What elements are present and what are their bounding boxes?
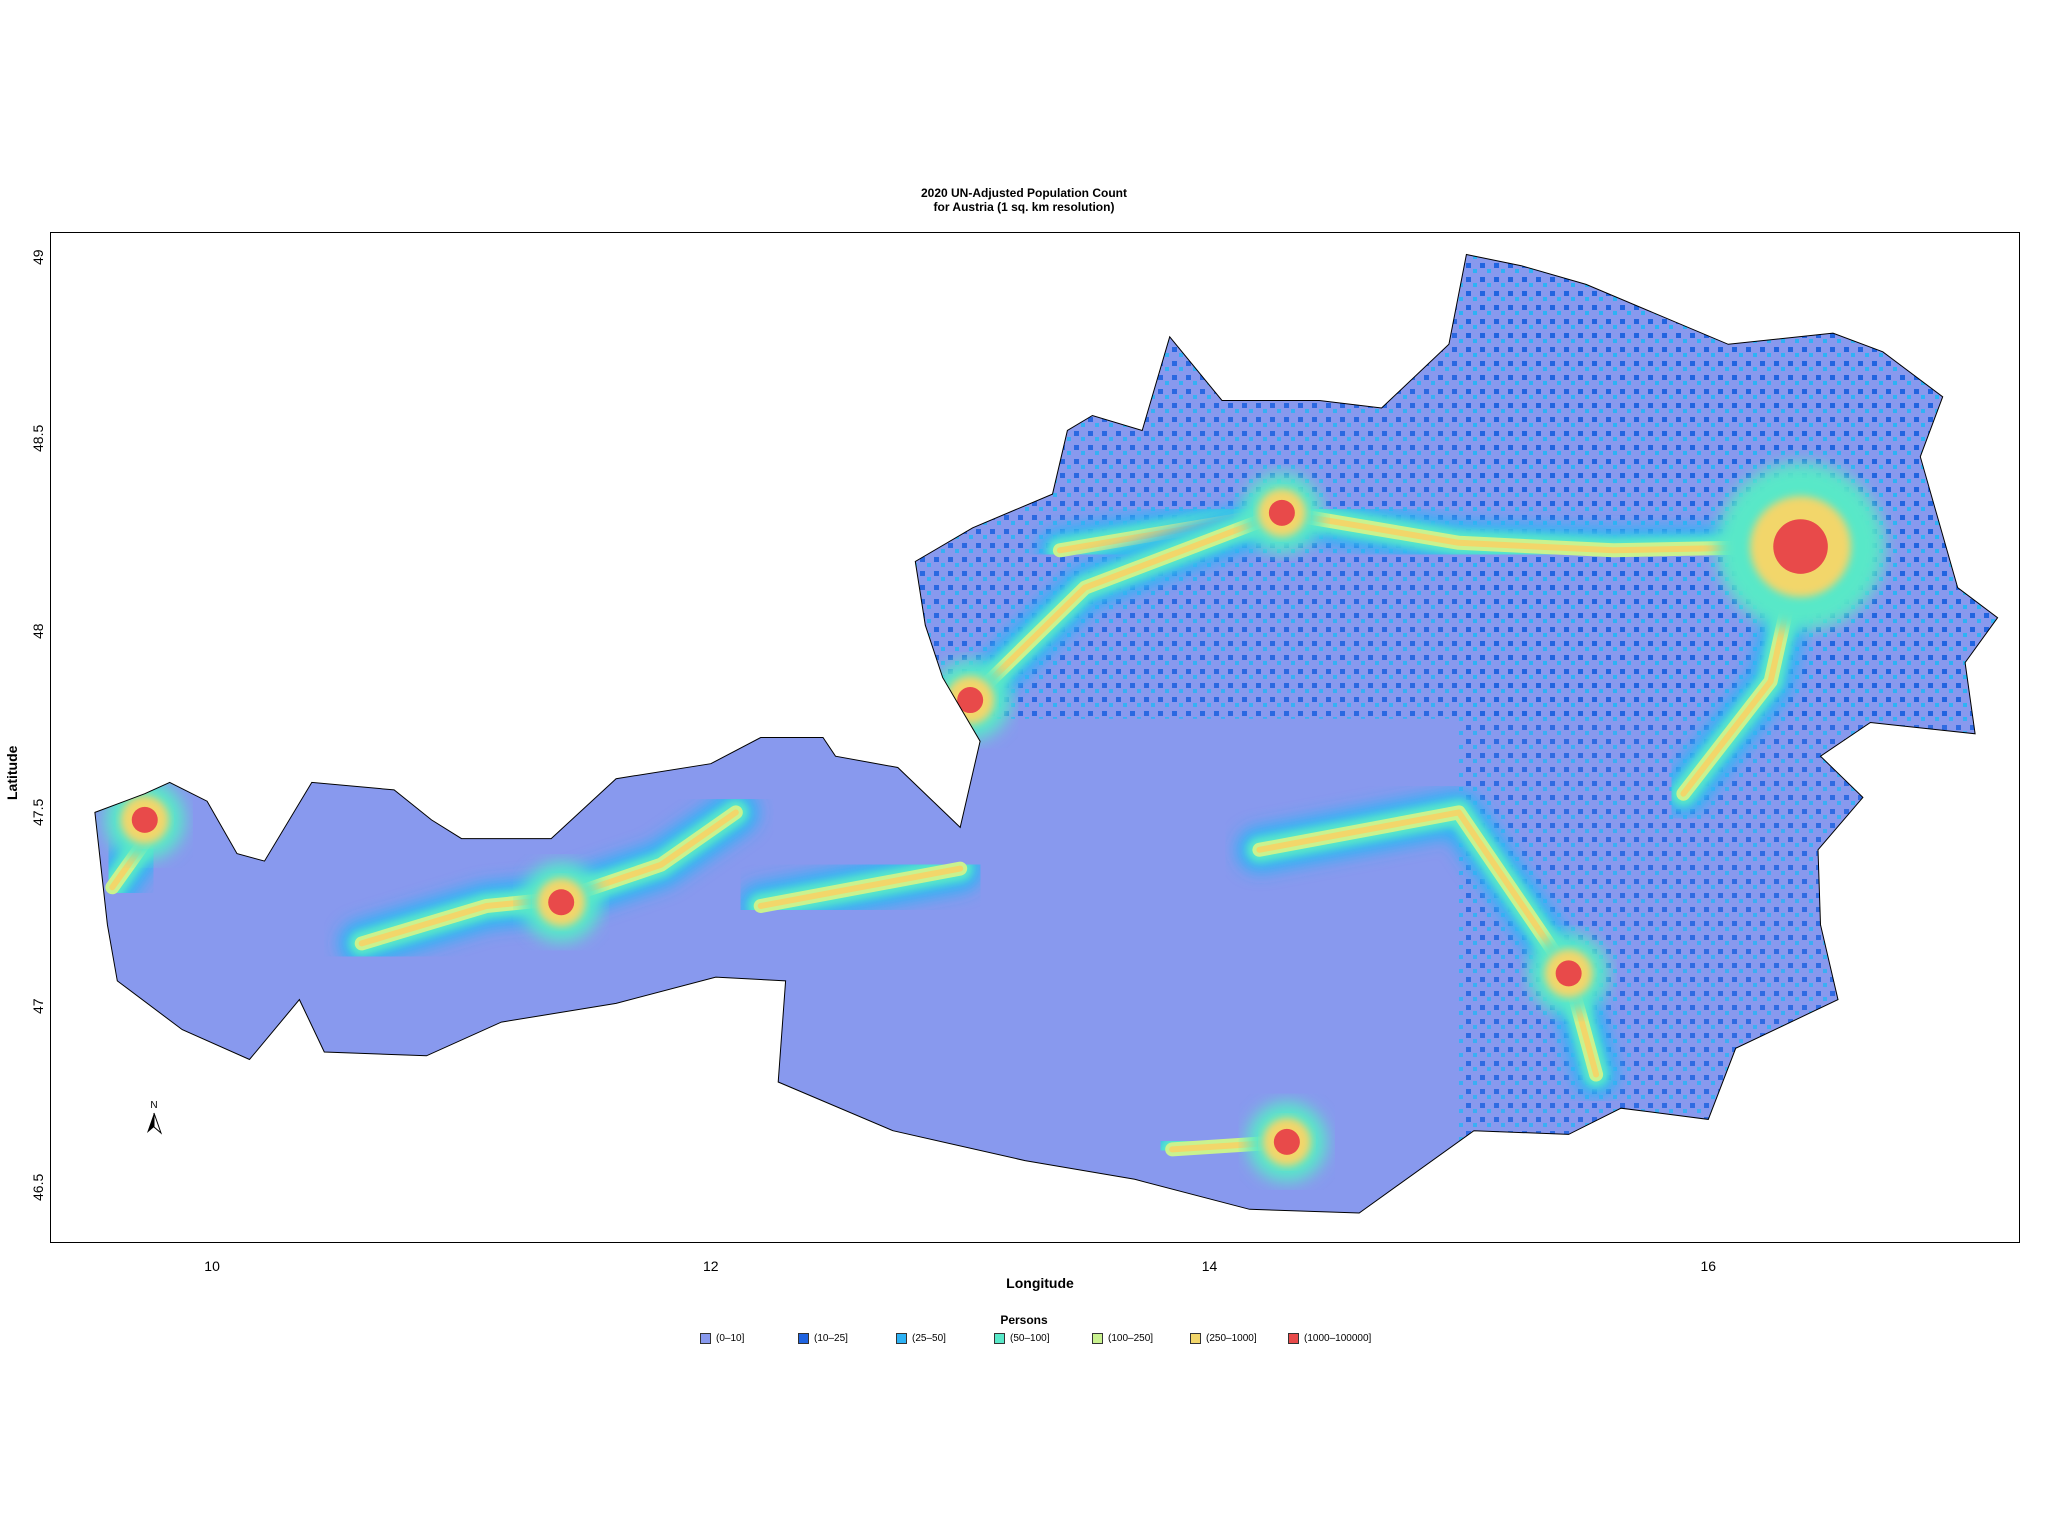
legend-label: (25–50] [912, 1333, 946, 1344]
legend-label: (1000–100000] [1304, 1333, 1372, 1344]
legend-item: (0–10] [700, 1333, 744, 1344]
y-tick-label: 47 [30, 998, 46, 1014]
map-frame [50, 232, 2020, 1243]
legend-swatch [1288, 1333, 1299, 1344]
legend-swatch [798, 1333, 809, 1344]
map-title-line1: 2020 UN-Adjusted Population Count [920, 186, 1127, 200]
x-tick-label: 12 [703, 1258, 719, 1274]
legend-label: (0–10] [716, 1333, 745, 1344]
corridor-7-band-3 [967, 509, 1285, 704]
legend-swatch [896, 1333, 907, 1344]
legend-title: Persons [1000, 1313, 1048, 1327]
legend-swatch [994, 1333, 1005, 1344]
hotspot-5-core [1273, 1128, 1300, 1155]
legend-item: (100–250] [1092, 1333, 1153, 1344]
y-tick-label: 46.5 [30, 1173, 46, 1201]
legend-label: (100–250] [1108, 1333, 1154, 1344]
north-arrow-label: N [150, 1100, 158, 1111]
y-axis-title: Latitude [4, 745, 20, 800]
legend-item: (50–100] [994, 1333, 1049, 1344]
x-tick-label: 14 [1201, 1258, 1218, 1274]
legend-item: (1000–100000] [1288, 1333, 1371, 1344]
x-tick-label: 16 [1700, 1258, 1717, 1274]
legend-label: (10–25] [814, 1333, 848, 1344]
hotspot-2-core [1268, 499, 1295, 526]
corridor-5-band-3 [1256, 809, 1600, 1078]
x-tick-label: 10 [204, 1258, 220, 1274]
population-map [94, 253, 1999, 1214]
legend-label: (250–1000] [1206, 1333, 1257, 1344]
north-arrow: N [144, 1100, 164, 1140]
legend-item: (25–50] [896, 1333, 946, 1344]
y-tick-label: 48.5 [30, 424, 46, 452]
corridor-2-band-3 [757, 865, 964, 909]
legend-item: (250–1000] [1190, 1333, 1257, 1344]
legend: Persons (0–10] (10–25] (25–50] (50–100] (100… [0, 1313, 2048, 1344]
map-title-line2: for Austria (1 sq. km resolution) [933, 200, 1115, 214]
y-tick-label: 48 [30, 623, 46, 640]
north-arrow-icon [147, 1112, 163, 1135]
hotspot-6-core [131, 806, 158, 833]
hotspot-4-core [548, 889, 575, 916]
y-tick-label: 49 [30, 249, 46, 265]
y-tick-label: 47.5 [30, 799, 46, 827]
hotspot-0-core [1773, 519, 1828, 574]
x-axis-title: Longitude [1006, 1275, 1074, 1291]
legend-swatch [1190, 1333, 1201, 1344]
hotspot-1-core [1555, 960, 1582, 987]
legend-item: (10–25] [798, 1333, 848, 1344]
legend-swatch [700, 1333, 711, 1344]
legend-swatch [1092, 1333, 1103, 1344]
hotspot-3-core [957, 687, 984, 714]
legend-label: (50–100] [1010, 1333, 1050, 1344]
country-outline [94, 253, 1999, 1214]
